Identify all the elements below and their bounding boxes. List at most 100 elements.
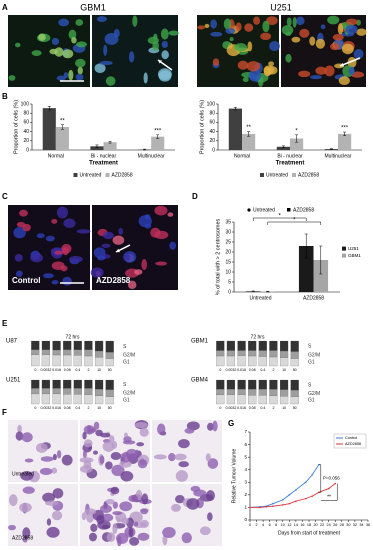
image-cell xyxy=(111,440,118,449)
bar-segment xyxy=(52,388,61,395)
bar-segment xyxy=(258,340,267,351)
image-cell xyxy=(75,58,86,68)
image-cell xyxy=(110,452,122,461)
bar-segment xyxy=(73,388,82,395)
series-label: G1 xyxy=(123,360,130,366)
bar-segment xyxy=(269,395,278,405)
x-tick-label: 0.4 xyxy=(260,368,265,372)
y-tick-label: 35 xyxy=(225,219,231,225)
arrow-head xyxy=(116,248,120,253)
image-cell xyxy=(13,227,26,239)
image-cell xyxy=(246,61,261,72)
image-cell xyxy=(286,17,292,27)
significance-label: * xyxy=(279,214,282,220)
image-cell xyxy=(169,241,177,250)
error-bar xyxy=(329,148,333,150)
image-cell xyxy=(229,37,234,42)
series-label: G2/M xyxy=(308,352,320,358)
point xyxy=(295,500,297,502)
image-cell xyxy=(234,43,248,52)
image-cell xyxy=(327,15,340,25)
bar-segment xyxy=(31,354,40,367)
x-tick-label: 10 xyxy=(282,368,286,372)
legend-swatch xyxy=(292,173,296,177)
image-cell xyxy=(101,243,111,248)
image-cell xyxy=(21,432,33,443)
x-tick-label: 36 xyxy=(366,523,370,527)
bar-segment xyxy=(290,379,299,391)
image-cell xyxy=(160,28,169,40)
image-cell xyxy=(68,69,74,81)
y-tick-label: 0 xyxy=(26,147,29,153)
bar-segment xyxy=(105,340,114,353)
image-cell xyxy=(76,229,91,234)
bar-segment xyxy=(248,379,257,390)
series-label: G1 xyxy=(308,398,315,404)
image-cell xyxy=(116,535,122,547)
x-tick-label: 10 xyxy=(282,406,286,410)
image-cell xyxy=(356,28,367,36)
significance-label: * xyxy=(293,218,296,224)
image-cell xyxy=(309,75,322,80)
x-tick-label: 0.0032 xyxy=(225,406,236,410)
point xyxy=(272,505,274,507)
x-tick-label: 32 xyxy=(353,523,357,527)
legend-swatch xyxy=(342,246,346,251)
bar-segment xyxy=(290,389,299,397)
x-tick-label: 0.016 xyxy=(52,406,61,410)
image-cell xyxy=(112,523,118,535)
y-tick-label: 2 xyxy=(244,492,247,497)
image-cell xyxy=(46,526,60,538)
significance-bracket xyxy=(318,464,322,493)
image-cell xyxy=(235,22,242,32)
y-tick-label: 7 xyxy=(244,429,247,434)
image-cell xyxy=(52,488,64,499)
image-cell xyxy=(119,460,132,468)
image-cell xyxy=(285,53,292,63)
image-cell xyxy=(22,486,35,494)
error-bar xyxy=(343,131,347,136)
image-cell xyxy=(162,527,176,538)
image-cell xyxy=(24,458,34,463)
image-cell xyxy=(184,427,195,434)
image-cell xyxy=(39,467,53,476)
x-tick-label: 2 xyxy=(87,368,89,372)
image-cell xyxy=(291,36,301,43)
bar-segment xyxy=(237,340,246,351)
image-cell xyxy=(54,47,64,57)
bar xyxy=(242,133,256,150)
legend-label: U251 xyxy=(348,246,359,251)
image-cell xyxy=(141,259,148,271)
image-cell xyxy=(118,227,124,235)
image-cell xyxy=(8,75,16,81)
legend-label: Control xyxy=(345,436,357,440)
image-cell xyxy=(242,76,249,83)
bar-segment xyxy=(237,379,246,390)
image-cell xyxy=(337,23,344,35)
image-cell xyxy=(144,214,151,220)
x-tick-label: 0.08 xyxy=(249,368,256,372)
error-bar xyxy=(47,106,51,111)
image-cell xyxy=(56,450,62,459)
image-cell xyxy=(168,453,176,462)
x-tick-label: 2 xyxy=(272,368,274,372)
bar-segment xyxy=(216,350,225,357)
bar-segment xyxy=(84,355,93,367)
bar-segment xyxy=(105,396,114,405)
x-axis-label: Treatment xyxy=(89,161,118,167)
image-cell xyxy=(134,521,139,527)
point xyxy=(304,481,307,484)
bar-segment xyxy=(84,340,93,350)
image-cell xyxy=(120,470,134,482)
image-cell xyxy=(45,500,59,506)
significance-bracket xyxy=(320,483,338,501)
x-tick-label: 0 xyxy=(219,368,221,372)
image-cell xyxy=(42,492,55,503)
image-cell xyxy=(20,471,34,481)
image-title: GBM1 xyxy=(80,2,106,12)
bar-segment xyxy=(73,379,82,389)
legend-swatch xyxy=(260,173,264,177)
image-cell xyxy=(77,66,83,75)
x-tick-label: 0.0032 xyxy=(40,406,51,410)
image-cell xyxy=(197,25,206,30)
